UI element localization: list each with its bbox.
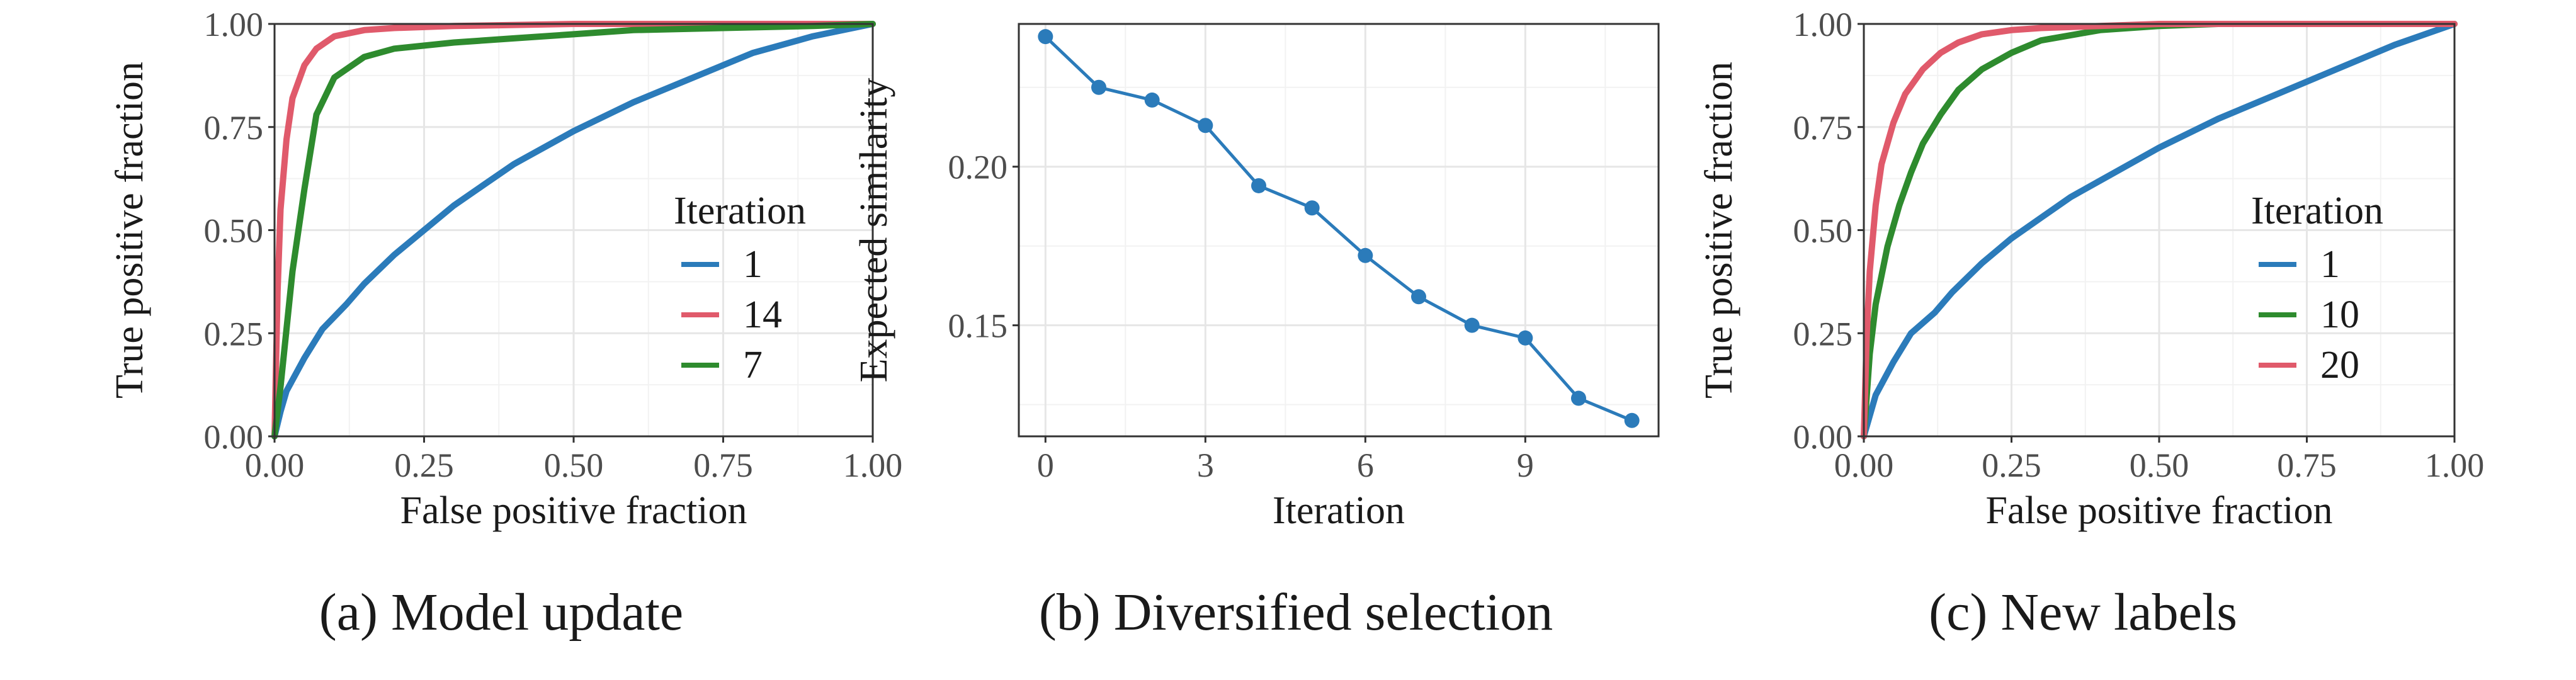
y-tick-label: 1.00 <box>1793 6 1853 43</box>
panel-b-x-axis-title: Iteration <box>1273 489 1405 532</box>
x-tick-label: 0.25 <box>394 446 454 484</box>
data-point <box>1518 330 1533 346</box>
x-tick-label: 1.00 <box>2425 446 2485 484</box>
y-tick-label: 0.00 <box>204 418 264 456</box>
x-tick-label: 3 <box>1197 446 1214 484</box>
legend-label-20: 20 <box>2320 344 2359 387</box>
x-tick-label: 0.50 <box>544 446 604 484</box>
legend-label-14: 14 <box>743 293 782 336</box>
panel-b-grid <box>1019 24 1659 436</box>
data-point <box>1571 390 1586 406</box>
series-line-20 <box>1861 21 2458 439</box>
panel-c-x-axis-title: False positive fraction <box>1986 489 2333 532</box>
series-line-1 <box>271 21 876 439</box>
panel-a-model-update: 0.00 0.25 0.50 0.75 1.00 0.00 0.25 0.50 0.75 1.0… <box>108 6 902 642</box>
x-tick-label: 0.75 <box>693 446 753 484</box>
panel-b-x-ticks: 0 3 6 9 <box>1037 436 1534 484</box>
x-tick-label: 0.00 <box>245 446 305 484</box>
data-point <box>1464 317 1480 333</box>
panel-b-y-axis-title: Expected similarity <box>853 78 895 383</box>
panel-a-y-ticks: 0.00 0.25 0.50 0.75 1.00 <box>204 6 275 456</box>
y-tick-label: 0.25 <box>204 315 264 353</box>
data-point <box>1304 200 1320 216</box>
y-tick-label: 1.00 <box>204 6 264 43</box>
series-line-1 <box>1861 21 2458 439</box>
x-tick-label: 0.50 <box>2130 446 2189 484</box>
series-line-7 <box>271 21 876 439</box>
data-point <box>1038 29 1053 45</box>
x-tick-label: 9 <box>1517 446 1534 484</box>
panel-c-legend: Iteration 1 10 20 <box>2251 190 2383 387</box>
panel-c-legend-title: Iteration <box>2251 190 2383 232</box>
y-tick-label: 0.75 <box>1793 109 1853 147</box>
x-tick-label: 0.75 <box>2277 446 2337 484</box>
x-tick-label: 0.25 <box>1982 446 2041 484</box>
y-tick-label: 0.20 <box>948 149 1008 186</box>
y-tick-label: 0.75 <box>204 109 264 147</box>
panel-c-new-labels: 0.00 0.25 0.50 0.75 1.00 0.00 0.25 0.50 0.75 1.0… <box>1698 6 2484 642</box>
panel-c-y-axis-title: True positive fraction <box>1698 62 1740 399</box>
x-tick-label: 0 <box>1037 446 1054 484</box>
x-tick-label: 6 <box>1357 446 1374 484</box>
panel-c-series <box>1861 21 2458 439</box>
data-point <box>1358 247 1373 263</box>
data-point <box>1091 79 1106 95</box>
panel-a-x-ticks: 0.00 0.25 0.50 0.75 1.00 <box>245 436 903 484</box>
panel-b-series <box>1038 29 1640 428</box>
panel-b-frame <box>1018 23 1660 438</box>
panel-b-caption: (b) Diversified selection <box>1039 583 1553 642</box>
panel-a-legend: Iteration 1 14 7 <box>674 190 806 387</box>
panel-b-diversified-selection: 0 3 6 9 0.15 0.20 Iteration Expected similar… <box>853 23 1660 642</box>
panel-c-caption: (c) New labels <box>1929 583 2237 642</box>
x-tick-label: 0.00 <box>1834 446 1894 484</box>
panel-a-y-axis-title: True positive fraction <box>108 62 151 399</box>
y-tick-label: 0.15 <box>948 307 1008 345</box>
panel-b-y-ticks: 0.15 0.20 <box>948 149 1019 345</box>
data-point <box>1198 118 1213 133</box>
data-point <box>1144 92 1160 108</box>
data-point <box>1411 289 1426 305</box>
y-tick-label: 0.50 <box>1793 212 1853 250</box>
data-point <box>1251 178 1266 193</box>
y-tick-label: 0.00 <box>1793 418 1853 456</box>
y-tick-label: 0.50 <box>204 212 264 250</box>
panel-a-x-axis-title: False positive fraction <box>400 489 747 532</box>
series-line-main <box>1043 35 1634 422</box>
legend-label-1: 1 <box>743 243 763 286</box>
panel-c-x-ticks: 0.00 0.25 0.50 0.75 1.00 <box>1834 436 2485 484</box>
legend-label-7: 7 <box>743 344 763 387</box>
panel-a-legend-title: Iteration <box>674 190 806 232</box>
data-point <box>1624 412 1640 428</box>
x-tick-label: 1.00 <box>843 446 903 484</box>
panel-c-y-ticks: 0.00 0.25 0.50 0.75 1.00 <box>1793 6 1864 456</box>
legend-label-10: 10 <box>2320 293 2359 336</box>
legend-label-1: 1 <box>2320 243 2340 286</box>
panel-a-caption: (a) Model update <box>319 583 683 642</box>
y-tick-label: 0.25 <box>1793 315 1853 353</box>
